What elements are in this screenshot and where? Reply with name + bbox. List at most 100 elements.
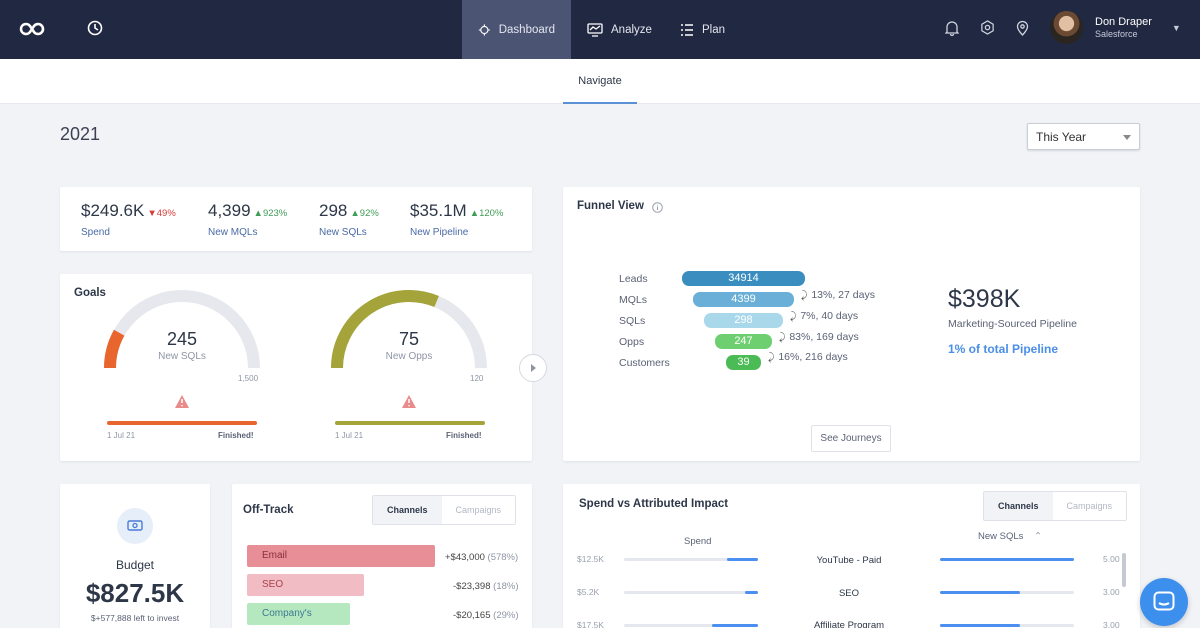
- spend-track: [624, 591, 758, 594]
- chat-launcher-button[interactable]: [1140, 578, 1188, 626]
- history-icon[interactable]: [86, 19, 104, 42]
- logo-icon[interactable]: [18, 19, 46, 44]
- tab-analyze[interactable]: Analyze: [571, 0, 668, 59]
- off-track-toggle: Channels Campaigns: [372, 495, 517, 525]
- funnel-bar-leads[interactable]: 34914: [682, 271, 805, 286]
- gauge-fill: [103, 329, 125, 369]
- funnel-conversion: ⤸ 7%, 40 days: [790, 310, 859, 322]
- funnel-stage-label: Opps: [619, 336, 645, 348]
- chevron-down-icon[interactable]: ▼: [1171, 22, 1181, 33]
- off-track-title: Off-Track: [243, 504, 294, 516]
- kpi-value: $35.1M: [410, 201, 467, 220]
- funnel-stage-label: Customers: [619, 357, 670, 369]
- goal-label: New SQLs: [158, 351, 206, 362]
- see-journeys-button[interactable]: See Journeys: [811, 425, 891, 452]
- funnel-bar-mqls[interactable]: 4399: [693, 292, 794, 307]
- funnel-stage-label: Leads: [619, 273, 648, 285]
- kpi-label: New MQLs: [208, 227, 258, 238]
- kpi-delta: ▲120%: [469, 208, 504, 219]
- kpi-new-mqls[interactable]: 4,399 ▲923% New MQLs: [208, 201, 287, 238]
- next-arrow-icon[interactable]: [518, 353, 548, 388]
- budget-note: $+577,888 left to invest: [90, 613, 180, 623]
- page-title: 2021: [60, 124, 101, 144]
- metric-header[interactable]: New SQLs ⌃: [978, 531, 1043, 542]
- warning-icon: [401, 394, 417, 414]
- spend-bar: [745, 591, 758, 594]
- funnel-stage-label: SQLs: [619, 315, 646, 327]
- funnel-title: Funnel View: [577, 200, 644, 212]
- toggle-channels[interactable]: Channels: [984, 492, 1053, 520]
- channel-name[interactable]: Affiliate Program: [813, 620, 885, 628]
- tab-dashboard-label: Dashboard: [498, 23, 555, 36]
- warning-icon: [174, 394, 190, 414]
- kpi-delta: ▼49%: [147, 208, 176, 219]
- kpi-value: 298: [319, 201, 348, 220]
- info-icon[interactable]: [652, 200, 663, 218]
- channel-name[interactable]: YouTube - Paid: [816, 555, 882, 566]
- funnel-conversion: ⤸ 16%, 216 days: [768, 351, 848, 363]
- kpi-card: [60, 187, 532, 251]
- off-track-value: -$20,165 (29%): [453, 610, 519, 621]
- kpi-new-pipeline[interactable]: $35.1M ▲120% New Pipeline: [410, 201, 503, 238]
- period-select[interactable]: This Year: [1027, 123, 1140, 150]
- funnel-bar-opps[interactable]: 247: [715, 334, 772, 349]
- channel-name[interactable]: SEO: [838, 588, 860, 599]
- avatar: [1050, 11, 1083, 44]
- goal-label: New Opps: [385, 351, 433, 362]
- pipeline-share: 1% of total Pipeline: [948, 342, 1059, 356]
- funnel-bar-sqls[interactable]: 298: [704, 313, 783, 328]
- goal-progress-bar: [335, 421, 485, 425]
- goal-value: 245: [166, 329, 198, 349]
- toggle-campaigns[interactable]: Campaigns: [1066, 501, 1113, 511]
- chat-icon: [1153, 591, 1175, 611]
- kpi-value: 4,399: [208, 201, 251, 220]
- metric-value: 5.00: [1103, 554, 1120, 564]
- goal-gauge-sqls: [103, 290, 260, 369]
- spend-bar: [727, 558, 758, 561]
- tab-dashboard[interactable]: Dashboard: [462, 0, 571, 59]
- kpi-value: $249.6K: [81, 201, 145, 220]
- funnel-conversion: ⤸ 83%, 169 days: [779, 331, 859, 343]
- toggle-campaigns[interactable]: Campaigns: [455, 505, 502, 515]
- goal-gauge-opps: [331, 290, 487, 369]
- toggle-channels[interactable]: Channels: [373, 496, 442, 524]
- metric-bar: [940, 591, 1020, 594]
- off-track-bar[interactable]: SEO: [247, 574, 364, 596]
- location-pin-icon[interactable]: [1016, 20, 1029, 41]
- tab-plan[interactable]: Plan: [664, 0, 741, 59]
- pipeline-label: Marketing-Sourced Pipeline: [948, 318, 1077, 330]
- kpi-delta: ▲92%: [350, 208, 379, 219]
- period-select-value: This Year: [1036, 130, 1087, 144]
- budget-value: $827.5K: [85, 578, 185, 608]
- sub-nav: Navigate: [0, 59, 1200, 104]
- spend-bar: [712, 624, 758, 627]
- kpi-label: New Pipeline: [410, 227, 469, 238]
- goal-start-date: 1 Jul 21: [335, 431, 364, 440]
- metric-value: 3.00: [1103, 587, 1120, 597]
- scrollbar[interactable]: [1122, 553, 1126, 587]
- funnel-conversion: ⤸ 13%, 27 days: [801, 289, 875, 301]
- curved-arrow-icon: ⤸: [790, 310, 797, 322]
- goal-start-date: 1 Jul 21: [107, 431, 136, 440]
- funnel-card: [563, 187, 1140, 461]
- goal-status: Finished!: [218, 431, 254, 440]
- user-name: Don Draper: [1095, 16, 1152, 28]
- spend-header: Spend: [684, 536, 712, 547]
- analyze-icon: [587, 22, 603, 37]
- spend-track: [624, 558, 758, 561]
- funnel-bar-customers[interactable]: 39: [726, 355, 761, 370]
- curved-arrow-icon: ⤸: [779, 331, 786, 343]
- kpi-new-sqls[interactable]: 298 ▲92% New SQLs: [319, 201, 379, 238]
- user-menu[interactable]: Don Draper Salesforce ▼: [1050, 11, 1181, 44]
- tab-navigate[interactable]: Navigate: [563, 59, 637, 104]
- gear-icon[interactable]: [980, 20, 995, 40]
- off-track-value: +$43,000 (578%): [445, 552, 519, 563]
- off-track-bar[interactable]: Email: [247, 545, 435, 567]
- plan-icon: [681, 23, 693, 36]
- curved-arrow-icon: ⤸: [768, 351, 775, 363]
- off-track-value: -$23,398 (18%): [453, 581, 519, 592]
- bell-icon[interactable]: [944, 20, 960, 41]
- off-track-bar[interactable]: Company's Website: [247, 603, 350, 625]
- dashboard-icon: [478, 23, 490, 36]
- kpi-spend[interactable]: $249.6K ▼49% Spend: [81, 201, 176, 238]
